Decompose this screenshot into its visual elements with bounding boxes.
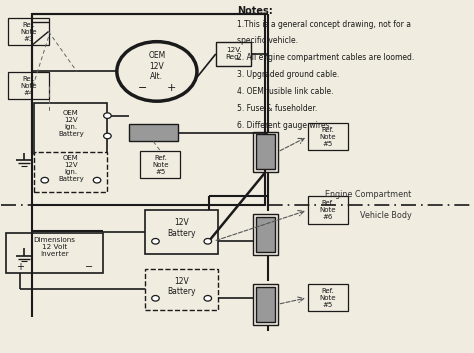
- Circle shape: [152, 239, 159, 244]
- Bar: [308, 197, 348, 224]
- Text: 12V.
Reg.: 12V. Reg.: [226, 47, 241, 60]
- Circle shape: [104, 113, 111, 119]
- Bar: [253, 214, 277, 255]
- Circle shape: [204, 295, 211, 301]
- Bar: [128, 124, 178, 142]
- Text: Ref.
Note
#4: Ref. Note #4: [20, 76, 36, 96]
- Text: Engine Compartment: Engine Compartment: [325, 190, 411, 198]
- Text: 12V
Battery: 12V Battery: [167, 219, 196, 238]
- Circle shape: [152, 295, 159, 301]
- Bar: [256, 217, 275, 252]
- Text: Ref.
Note
#5: Ref. Note #5: [152, 155, 169, 175]
- Bar: [6, 233, 103, 273]
- Bar: [145, 269, 218, 310]
- Bar: [9, 72, 48, 100]
- Text: Ref.
Note
#5: Ref. Note #5: [319, 288, 336, 308]
- Text: specific vehicle.: specific vehicle.: [237, 36, 298, 46]
- Bar: [145, 210, 218, 253]
- Bar: [216, 42, 251, 66]
- Circle shape: [41, 177, 48, 183]
- Text: Ref.
Note
#5: Ref. Note #5: [319, 127, 336, 146]
- Text: Notes:: Notes:: [237, 6, 273, 16]
- Text: Ref.
Note
#6: Ref. Note #6: [319, 200, 336, 220]
- Bar: [308, 123, 348, 150]
- Text: +: +: [166, 83, 176, 93]
- Circle shape: [117, 42, 197, 101]
- Bar: [140, 151, 181, 178]
- Text: 4. OEM fusible link cable.: 4. OEM fusible link cable.: [237, 87, 334, 96]
- Text: −: −: [84, 262, 92, 271]
- Bar: [35, 103, 108, 154]
- Circle shape: [204, 239, 211, 244]
- Text: OEM
12V
Alt.: OEM 12V Alt.: [148, 51, 165, 81]
- Text: OEM
12V
Ign.
Battery: OEM 12V Ign. Battery: [58, 155, 84, 182]
- Bar: [35, 152, 108, 192]
- Bar: [32, 14, 265, 204]
- Text: OEM
12V
Ign.
Battery: OEM 12V Ign. Battery: [58, 109, 84, 137]
- Text: 12V
Battery: 12V Battery: [167, 277, 196, 297]
- Text: 5. Fuse & fuseholder.: 5. Fuse & fuseholder.: [237, 104, 317, 113]
- Text: 1.This is a general concept drawing, not for a: 1.This is a general concept drawing, not…: [237, 20, 411, 29]
- Bar: [256, 287, 275, 322]
- Text: +: +: [16, 262, 24, 271]
- Text: −: −: [138, 83, 147, 93]
- Text: 3. Upgraded ground cable.: 3. Upgraded ground cable.: [237, 70, 339, 79]
- Bar: [308, 284, 348, 311]
- Text: 6. Different gauge wires.: 6. Different gauge wires.: [237, 120, 332, 130]
- Bar: [256, 134, 275, 169]
- Circle shape: [104, 133, 111, 139]
- Bar: [9, 18, 48, 45]
- Text: Dimensions
12 Volt
Inverter: Dimensions 12 Volt Inverter: [33, 238, 75, 257]
- Bar: [253, 132, 277, 172]
- Text: 2. All engine compartment cables are loomed.: 2. All engine compartment cables are loo…: [237, 53, 414, 62]
- Text: Ref.
Note
#3: Ref. Note #3: [20, 22, 36, 42]
- Text: Vehicle Body: Vehicle Body: [360, 210, 411, 220]
- Bar: [253, 284, 277, 325]
- Circle shape: [93, 177, 101, 183]
